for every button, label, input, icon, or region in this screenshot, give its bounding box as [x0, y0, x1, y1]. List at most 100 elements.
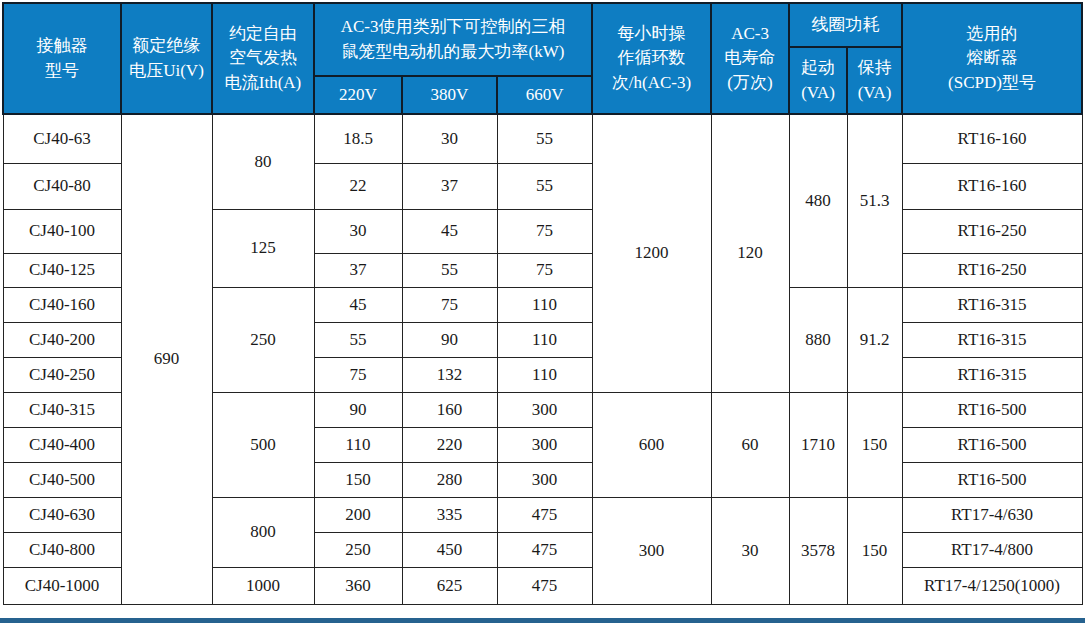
cell-kw380: 160: [402, 392, 497, 427]
cell-fuse: RT16-500: [902, 392, 1082, 427]
cell-model: CJ40-125: [3, 253, 121, 287]
cell-fuse: RT16-315: [902, 287, 1082, 322]
cell-fuse: RT16-160: [902, 114, 1082, 163]
cell-kw220: 30: [314, 209, 402, 253]
cell-start-1710: 1710: [789, 392, 847, 497]
cell-kw660: 55: [497, 114, 592, 163]
cell-kw380: 335: [402, 497, 497, 532]
cell-kw380: 132: [402, 357, 497, 392]
cell-kw380: 75: [402, 287, 497, 322]
cell-cycles-600: 600: [592, 392, 711, 497]
cell-ith-125: 125: [212, 209, 314, 287]
cell-start-880: 880: [789, 287, 847, 392]
cell-model: CJ40-100: [3, 209, 121, 253]
cell-fuse: RT17-4/1250(1000): [902, 567, 1082, 604]
cell-kw660: 475: [497, 532, 592, 567]
bottom-accent-bar: [0, 618, 1085, 623]
cell-fuse: RT17-4/630: [902, 497, 1082, 532]
header-coil-start: 起动 (VA): [789, 47, 847, 114]
cell-kw220: 22: [314, 163, 402, 209]
header-thermal-current: 约定自由 空气发热 电流Ith(A): [212, 3, 314, 114]
cell-model: CJ40-630: [3, 497, 121, 532]
cell-fuse: RT16-500: [902, 462, 1082, 497]
cell-kw220: 55: [314, 322, 402, 357]
cell-kw220: 110: [314, 427, 402, 462]
cell-ith-1000: 1000: [212, 567, 314, 604]
cell-fuse: RT16-315: [902, 357, 1082, 392]
cell-hold-91-2: 91.2: [847, 287, 902, 392]
header-insulation-voltage: 额定绝缘 电压Ui(V): [121, 3, 212, 114]
cell-kw220: 18.5: [314, 114, 402, 163]
cell-kw660: 75: [497, 209, 592, 253]
header-ac3-max-power: AC-3使用类别下可控制的三相 鼠笼型电动机的最大功率(kW): [314, 3, 592, 76]
cell-kw660: 110: [497, 287, 592, 322]
cell-kw380: 280: [402, 462, 497, 497]
cell-start-480: 480: [789, 114, 847, 287]
cell-kw660: 475: [497, 497, 592, 532]
cell-model: CJ40-160: [3, 287, 121, 322]
cell-ui-690: 690: [121, 114, 212, 604]
cell-kw380: 55: [402, 253, 497, 287]
cell-cycles-300: 300: [592, 497, 711, 604]
cell-model: CJ40-80: [3, 163, 121, 209]
cell-hold-150a: 150: [847, 392, 902, 497]
cell-hold-51-3: 51.3: [847, 114, 902, 287]
table-row: CJ40-63 690 80 18.5 30 55 1200 120 480 5…: [3, 114, 1082, 163]
cell-kw660: 300: [497, 392, 592, 427]
cell-kw660: 300: [497, 427, 592, 462]
cell-ith-500: 500: [212, 392, 314, 497]
cell-fuse: RT16-315: [902, 322, 1082, 357]
cell-kw220: 200: [314, 497, 402, 532]
cell-model: CJ40-1000: [3, 567, 121, 604]
cell-kw660: 475: [497, 567, 592, 604]
cell-model: CJ40-200: [3, 322, 121, 357]
cell-fuse: RT16-500: [902, 427, 1082, 462]
cell-kw380: 37: [402, 163, 497, 209]
cell-fuse: RT16-250: [902, 209, 1082, 253]
cell-ith-80: 80: [212, 114, 314, 209]
cell-kw660: 300: [497, 462, 592, 497]
cell-model: CJ40-800: [3, 532, 121, 567]
cell-fuse: RT17-4/800: [902, 532, 1082, 567]
cell-life-120: 120: [711, 114, 789, 392]
cell-life-60: 60: [711, 392, 789, 497]
header-contactor-model: 接触器 型号: [3, 3, 121, 114]
cell-model: CJ40-500: [3, 462, 121, 497]
cell-kw220: 150: [314, 462, 402, 497]
cell-kw380: 625: [402, 567, 497, 604]
cell-kw380: 220: [402, 427, 497, 462]
header-220v: 220V: [314, 76, 402, 114]
cell-ith-800: 800: [212, 497, 314, 567]
cell-model: CJ40-315: [3, 392, 121, 427]
cell-model: CJ40-250: [3, 357, 121, 392]
header-380v: 380V: [402, 76, 497, 114]
cell-kw660: 110: [497, 322, 592, 357]
header-fuse-type: 选用的 熔断器 (SCPD)型号: [902, 3, 1082, 114]
datasheet-page: 接触器 型号 额定绝缘 电压Ui(V) 约定自由 空气发热 电流Ith(A) A…: [0, 0, 1085, 627]
cell-life-30: 30: [711, 497, 789, 604]
header-electrical-life: AC-3 电寿命 (万次): [711, 3, 789, 114]
cell-kw220: 45: [314, 287, 402, 322]
cell-kw660: 75: [497, 253, 592, 287]
spec-table: 接触器 型号 额定绝缘 电压Ui(V) 约定自由 空气发热 电流Ith(A) A…: [2, 2, 1083, 605]
header-coil-consumption: 线圈功耗: [789, 3, 902, 47]
cell-kw220: 37: [314, 253, 402, 287]
cell-kw220: 360: [314, 567, 402, 604]
header-row-1: 接触器 型号 额定绝缘 电压Ui(V) 约定自由 空气发热 电流Ith(A) A…: [3, 3, 1082, 47]
cell-kw660: 55: [497, 163, 592, 209]
cell-ith-250: 250: [212, 287, 314, 392]
header-coil-hold: 保持 (VA): [847, 47, 902, 114]
cell-kw380: 90: [402, 322, 497, 357]
cell-start-3578: 3578: [789, 497, 847, 604]
cell-cycles-1200: 1200: [592, 114, 711, 392]
cell-kw220: 250: [314, 532, 402, 567]
cell-kw380: 30: [402, 114, 497, 163]
cell-kw380: 45: [402, 209, 497, 253]
cell-kw220: 90: [314, 392, 402, 427]
cell-fuse: RT16-250: [902, 253, 1082, 287]
cell-hold-150b: 150: [847, 497, 902, 604]
header-660v: 660V: [497, 76, 592, 114]
cell-kw660: 110: [497, 357, 592, 392]
cell-kw380: 450: [402, 532, 497, 567]
cell-kw220: 75: [314, 357, 402, 392]
